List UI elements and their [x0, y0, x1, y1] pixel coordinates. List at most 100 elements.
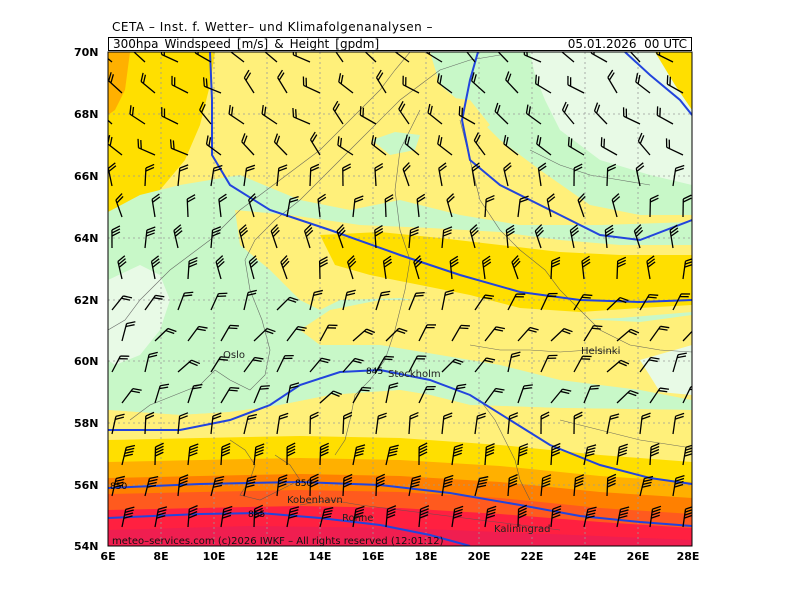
wind-barb — [413, 255, 423, 280]
wind-barb — [404, 134, 420, 156]
wind-barb — [567, 75, 585, 94]
wind-barb — [352, 505, 365, 528]
wind-barb — [637, 132, 651, 156]
wind-barb — [352, 444, 366, 466]
wind-barb — [451, 505, 464, 528]
wind-barb — [277, 69, 288, 94]
height-contours — [108, 52, 692, 546]
lon-label-8e: 8E — [153, 550, 169, 563]
wind-barb — [144, 351, 158, 373]
wind-barb — [425, 52, 443, 63]
lat-label-70n: 70N — [74, 46, 99, 59]
wind-barb — [649, 505, 662, 528]
wind-barb — [573, 355, 592, 373]
lon-label-18e: 18E — [414, 550, 438, 563]
wind-barb — [639, 293, 659, 311]
wind-barb — [682, 505, 692, 528]
wind-barb — [474, 412, 487, 435]
contour-label-845: 845 — [366, 367, 383, 377]
wind-barb — [220, 442, 231, 466]
wind-barb — [276, 296, 299, 311]
wind-barb — [319, 442, 329, 466]
wind-barb — [484, 443, 495, 466]
wind-barb — [635, 73, 651, 94]
wind-barb — [581, 255, 591, 280]
wind-barb — [115, 193, 124, 218]
wind-barb — [108, 52, 113, 63]
wind-barb — [144, 163, 155, 187]
wind-barb — [540, 292, 558, 311]
wind-barb — [318, 256, 328, 280]
wind-barb — [682, 386, 692, 404]
wind-barb — [540, 411, 550, 435]
wind-barb — [583, 444, 597, 466]
product-title: 300hpa_Windspeed_[m/s]_&_Height_[gpdm] — [113, 37, 380, 51]
wind-barb — [210, 226, 222, 249]
wind-barb — [286, 442, 296, 466]
wind-barb — [173, 224, 183, 249]
wind-barb — [451, 443, 464, 466]
wind-barb — [546, 193, 556, 218]
wind-barb — [154, 506, 168, 528]
lat-label-58n: 58N — [74, 417, 99, 430]
wind-barb — [534, 74, 552, 94]
lon-label-6e: 6E — [100, 550, 116, 563]
wind-barb — [352, 195, 364, 218]
wind-barb — [418, 385, 436, 404]
wind-barb — [437, 135, 453, 156]
wind-barb — [160, 52, 179, 63]
wind-barb — [517, 195, 529, 218]
wind-barb — [385, 327, 408, 342]
wind-barb — [484, 326, 506, 342]
wind-barb — [458, 106, 476, 125]
lon-label-10e: 10E — [202, 550, 226, 563]
wind-barb — [639, 412, 651, 435]
wind-barb — [569, 224, 580, 249]
wind-barb — [276, 412, 289, 435]
wind-barb — [408, 226, 420, 249]
wind-barb — [286, 196, 299, 218]
wind-barb — [108, 111, 113, 125]
field-light-green-west — [108, 265, 170, 365]
wind-barb — [276, 474, 288, 497]
wind-barb — [382, 255, 393, 280]
coastlines — [108, 52, 692, 531]
city-labels: Oslo Stockholm Helsinki Kobenhavn Ronne … — [223, 346, 620, 535]
wind-barb — [144, 226, 156, 249]
lat-label-66n: 66N — [74, 170, 99, 183]
wind-barb — [523, 52, 542, 63]
wind-barb — [253, 385, 270, 404]
wind-barb — [394, 52, 410, 63]
wind-barb — [577, 193, 586, 218]
wind-barb — [561, 101, 575, 125]
wind-barb — [309, 473, 319, 497]
wind-barb — [639, 475, 654, 497]
wind-barb — [286, 506, 300, 528]
wind-barb — [309, 131, 321, 156]
wind-barb — [243, 475, 257, 497]
lon-label-20e: 20E — [467, 550, 491, 563]
wind-barb — [177, 359, 201, 373]
wind-barb — [441, 289, 455, 311]
wind-barb — [474, 476, 489, 497]
wind-barb — [672, 164, 685, 187]
contour-label-850-west: 850 — [110, 482, 127, 492]
wind-barb — [253, 327, 276, 342]
wind-barb — [633, 224, 644, 249]
wind-barb — [229, 52, 245, 63]
wind-barb — [375, 412, 387, 435]
wind-barb — [140, 72, 156, 94]
wind-barb — [427, 103, 443, 125]
wind-barb — [342, 411, 353, 435]
wind-barb — [573, 294, 593, 311]
wind-barb — [248, 255, 258, 280]
lon-label-12e: 12E — [255, 550, 279, 563]
wind-barb — [550, 505, 562, 528]
wind-barb — [507, 474, 518, 497]
wind-barb — [218, 193, 228, 218]
wind-barb — [121, 506, 135, 528]
wind-barb — [583, 385, 600, 404]
wind-barb — [649, 442, 660, 466]
wind-barb — [111, 295, 133, 311]
lat-label-68n: 68N — [74, 108, 99, 121]
